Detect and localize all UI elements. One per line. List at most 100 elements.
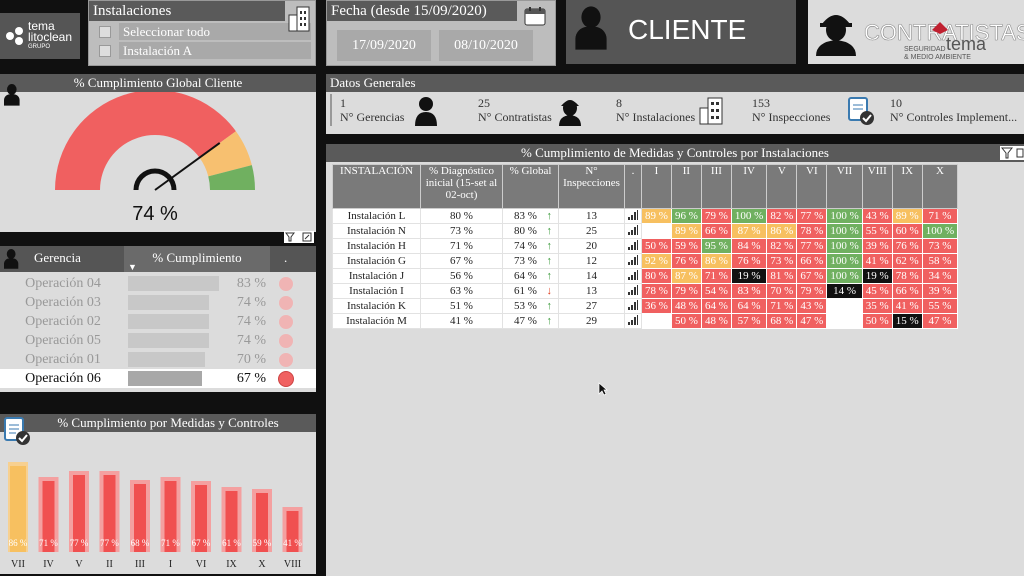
bar[interactable] [225, 491, 238, 552]
stat-label: N° Contratistas [478, 110, 552, 124]
column-header[interactable]: VIII [861, 164, 893, 209]
instalaciones-slicer: Instalaciones Seleccionar todo Instalaci… [88, 0, 316, 66]
filter-icon[interactable] [284, 231, 314, 243]
gerencia-row[interactable]: Operación 01 70 % [0, 350, 316, 369]
column-header[interactable]: I [641, 164, 672, 209]
bar[interactable] [73, 475, 85, 552]
option-select-all[interactable]: Seleccionar todo [99, 23, 311, 40]
bar-value-label: 71 % [161, 538, 180, 548]
global-value: 83 % [514, 210, 537, 222]
gerencia-row[interactable]: Operación 02 74 % [0, 312, 316, 331]
building-icon [288, 6, 310, 32]
arrow-up-icon: ↑ [546, 255, 553, 267]
bar[interactable] [164, 481, 177, 552]
gerencia-row[interactable]: Operación 06 67 % [0, 369, 316, 388]
calendar-icon[interactable] [523, 5, 547, 27]
table-row[interactable]: Instalación G 67 % 73 % ↑ 12 92 % 76 % 86 % 76 %… [332, 253, 959, 269]
bar[interactable] [256, 493, 268, 552]
bar[interactable] [134, 484, 146, 552]
bar[interactable] [42, 481, 55, 552]
inspecciones-value: 13 [558, 208, 625, 224]
percent-cell: 86 % [700, 253, 732, 269]
bar[interactable] [286, 511, 299, 552]
column-header[interactable]: V [766, 164, 798, 209]
date-from-input[interactable]: 17/09/2020 [337, 30, 431, 61]
percent-cell: 57 % [730, 313, 768, 329]
percent-cell: 48 % [670, 298, 702, 314]
stat-value: 153 [752, 96, 770, 110]
table-row[interactable]: Instalación I 63 % 61 % ↓ 13 78 % 79 % 54 % 83 %… [332, 283, 959, 299]
arrow-up-icon: ↑ [546, 240, 553, 252]
percent-cell: 36 % [641, 298, 672, 314]
table-row[interactable]: Instalación N 73 % 80 % ↑ 25 89 % 66 % 87 % 86 %… [332, 223, 959, 239]
column-header[interactable]: % Diagnóstico inicial (15-set al 02-oct) [420, 164, 503, 209]
date-to-input[interactable]: 08/10/2020 [439, 30, 533, 61]
global-value: 80 % [514, 225, 537, 237]
signal-icon [624, 238, 642, 254]
percent-cell: 78 % [891, 268, 923, 284]
instalaciones-title: Instalaciones [89, 1, 285, 21]
table-body: Instalación L 80 % 83 % ↑ 13 89 % 96 % 79 % 100 … [332, 208, 959, 329]
table-row[interactable]: Instalación H 71 % 74 % ↑ 20 50 % 59 % 95 % 84 %… [332, 238, 959, 254]
percent-cell [641, 223, 672, 239]
gerencia-value: 70 % [236, 352, 266, 367]
col-cumplimiento[interactable]: % Cumplimiento [124, 246, 270, 272]
global-value: 61 % [514, 285, 537, 297]
signal-icon [624, 253, 642, 269]
table-row[interactable]: Instalación K 51 % 53 % ↑ 27 36 % 48 % 64 % 64 %… [332, 298, 959, 314]
percent-cell: 82 % [766, 238, 798, 254]
arrow-up-icon: ↑ [546, 315, 553, 327]
signal-icon [624, 268, 642, 284]
bar[interactable] [103, 475, 116, 552]
tema-sub1: SEGURIDAD [904, 46, 946, 53]
gerencia-row[interactable]: Operación 03 74 % [0, 293, 316, 312]
column-header[interactable]: VI [796, 164, 828, 209]
bar[interactable] [10, 466, 26, 552]
table-row[interactable]: Instalación L 80 % 83 % ↑ 13 89 % 96 % 79 % 100 … [332, 208, 959, 224]
bar[interactable] [195, 485, 207, 552]
sort-down-icon[interactable]: ▼ [128, 262, 137, 272]
column-header[interactable]: VII [826, 164, 863, 209]
percent-cell: 43 % [861, 208, 893, 224]
percent-cell: 76 % [730, 253, 768, 269]
contratistas-banner: CONTRATISTAS tema SEGURIDAD & MEDIO AMBIE… [808, 0, 1024, 64]
column-header[interactable]: X [921, 164, 959, 209]
gauge-arc-red [55, 92, 236, 190]
column-header[interactable]: . [624, 164, 642, 209]
column-header[interactable]: IV [730, 164, 768, 209]
global-cell: 83 % ↑ [502, 208, 559, 224]
column-header[interactable]: IX [891, 164, 923, 209]
inspecciones-value: 25 [558, 223, 625, 239]
gerencia-row[interactable]: Operación 04 83 % [0, 274, 316, 293]
gerencia-row[interactable]: Operación 05 74 % [0, 331, 316, 350]
column-header[interactable]: III [700, 164, 732, 209]
global-value: 47 % [514, 315, 537, 327]
column-header[interactable]: INSTALACIÓN [332, 164, 421, 209]
percent-cell: 70 % [766, 283, 798, 299]
signal-icon [624, 223, 642, 239]
percent-cell: 41 % [861, 253, 893, 269]
percent-cell: 87 % [670, 268, 702, 284]
table-row[interactable]: Instalación M 41 % 47 % ↑ 29 50 % 48 % 57 % 68 %… [332, 313, 959, 329]
table-row[interactable]: Instalación J 56 % 64 % ↑ 14 80 % 87 % 71 % 19 %… [332, 268, 959, 284]
bar-value-label: 77 % [100, 538, 119, 548]
stat-value: 25 [478, 96, 490, 110]
option-instalacion-a[interactable]: Instalación A [99, 42, 311, 59]
percent-cell: 58 % [921, 253, 959, 269]
bar-value-label: 77 % [70, 538, 89, 548]
col-gerencia[interactable]: Gerencia [34, 250, 81, 265]
percent-cell: 71 % [766, 298, 798, 314]
stat-label: N° Inspecciones [752, 110, 831, 124]
percent-cell: 77 % [796, 238, 828, 254]
arrow-up-icon: ↑ [546, 270, 553, 282]
stat-value: 8 [616, 96, 622, 110]
bar-category-label: IV [43, 559, 54, 570]
column-header[interactable]: % Global [502, 164, 559, 209]
column-header[interactable]: N° Inspecciones [558, 164, 625, 209]
gauge-value: 74 % [132, 203, 178, 225]
checkbox[interactable] [99, 44, 111, 57]
percent-cell: 79 % [796, 283, 828, 299]
filter-icon[interactable] [1000, 146, 1024, 160]
checkbox[interactable] [99, 25, 111, 38]
column-header[interactable]: II [670, 164, 702, 209]
